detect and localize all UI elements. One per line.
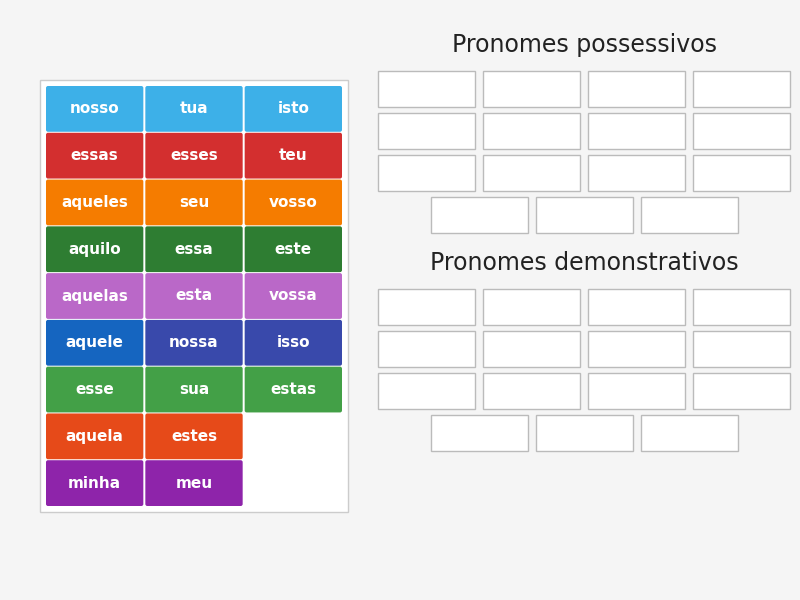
Text: minha: minha: [68, 476, 122, 491]
Text: esse: esse: [75, 382, 114, 397]
FancyBboxPatch shape: [535, 197, 633, 233]
Text: esta: esta: [175, 289, 213, 304]
FancyBboxPatch shape: [46, 273, 143, 319]
FancyBboxPatch shape: [46, 179, 143, 226]
FancyBboxPatch shape: [146, 367, 242, 412]
Text: vossa: vossa: [269, 289, 318, 304]
FancyBboxPatch shape: [693, 373, 790, 409]
FancyBboxPatch shape: [46, 226, 143, 272]
Text: aquelas: aquelas: [62, 289, 128, 304]
Text: Pronomes possessivos: Pronomes possessivos: [451, 33, 717, 57]
Text: isto: isto: [278, 101, 310, 116]
FancyBboxPatch shape: [46, 413, 143, 459]
FancyBboxPatch shape: [693, 289, 790, 325]
FancyBboxPatch shape: [245, 320, 342, 365]
FancyBboxPatch shape: [378, 289, 475, 325]
Text: isso: isso: [277, 335, 310, 350]
Text: aquele: aquele: [66, 335, 124, 350]
Text: nossa: nossa: [169, 335, 219, 350]
FancyBboxPatch shape: [378, 113, 475, 149]
FancyBboxPatch shape: [693, 155, 790, 191]
FancyBboxPatch shape: [588, 331, 685, 367]
FancyBboxPatch shape: [146, 273, 242, 319]
FancyBboxPatch shape: [535, 415, 633, 451]
Text: vosso: vosso: [269, 195, 318, 210]
FancyBboxPatch shape: [378, 331, 475, 367]
Text: sua: sua: [179, 382, 209, 397]
FancyBboxPatch shape: [245, 86, 342, 132]
FancyBboxPatch shape: [483, 71, 580, 107]
FancyBboxPatch shape: [46, 320, 143, 365]
FancyBboxPatch shape: [483, 289, 580, 325]
Text: aqueles: aqueles: [62, 195, 128, 210]
FancyBboxPatch shape: [46, 460, 143, 506]
Text: meu: meu: [175, 476, 213, 491]
FancyBboxPatch shape: [588, 155, 685, 191]
FancyBboxPatch shape: [245, 226, 342, 272]
Text: estes: estes: [171, 429, 217, 444]
Text: aquilo: aquilo: [68, 242, 121, 257]
Text: essas: essas: [70, 148, 118, 163]
FancyBboxPatch shape: [693, 71, 790, 107]
Text: essa: essa: [174, 242, 214, 257]
Text: seu: seu: [179, 195, 209, 210]
FancyBboxPatch shape: [146, 320, 242, 365]
FancyBboxPatch shape: [146, 133, 242, 179]
FancyBboxPatch shape: [40, 80, 348, 512]
FancyBboxPatch shape: [641, 415, 738, 451]
FancyBboxPatch shape: [588, 71, 685, 107]
FancyBboxPatch shape: [641, 197, 738, 233]
FancyBboxPatch shape: [146, 460, 242, 506]
Text: esses: esses: [170, 148, 218, 163]
FancyBboxPatch shape: [588, 113, 685, 149]
FancyBboxPatch shape: [483, 331, 580, 367]
Text: teu: teu: [279, 148, 308, 163]
FancyBboxPatch shape: [483, 155, 580, 191]
FancyBboxPatch shape: [693, 331, 790, 367]
Text: este: este: [274, 242, 312, 257]
FancyBboxPatch shape: [46, 86, 143, 132]
Text: Pronomes demonstrativos: Pronomes demonstrativos: [430, 251, 738, 275]
FancyBboxPatch shape: [588, 373, 685, 409]
FancyBboxPatch shape: [245, 273, 342, 319]
FancyBboxPatch shape: [146, 86, 242, 132]
FancyBboxPatch shape: [46, 367, 143, 412]
Text: tua: tua: [180, 101, 208, 116]
FancyBboxPatch shape: [378, 373, 475, 409]
Text: estas: estas: [270, 382, 316, 397]
FancyBboxPatch shape: [483, 113, 580, 149]
FancyBboxPatch shape: [245, 179, 342, 226]
FancyBboxPatch shape: [146, 413, 242, 459]
FancyBboxPatch shape: [245, 133, 342, 179]
FancyBboxPatch shape: [693, 113, 790, 149]
FancyBboxPatch shape: [588, 289, 685, 325]
Text: nosso: nosso: [70, 101, 119, 116]
FancyBboxPatch shape: [378, 155, 475, 191]
FancyBboxPatch shape: [46, 133, 143, 179]
FancyBboxPatch shape: [430, 415, 527, 451]
FancyBboxPatch shape: [245, 367, 342, 412]
Text: aquela: aquela: [66, 429, 124, 444]
FancyBboxPatch shape: [378, 71, 475, 107]
FancyBboxPatch shape: [483, 373, 580, 409]
FancyBboxPatch shape: [146, 179, 242, 226]
FancyBboxPatch shape: [430, 197, 527, 233]
FancyBboxPatch shape: [146, 226, 242, 272]
